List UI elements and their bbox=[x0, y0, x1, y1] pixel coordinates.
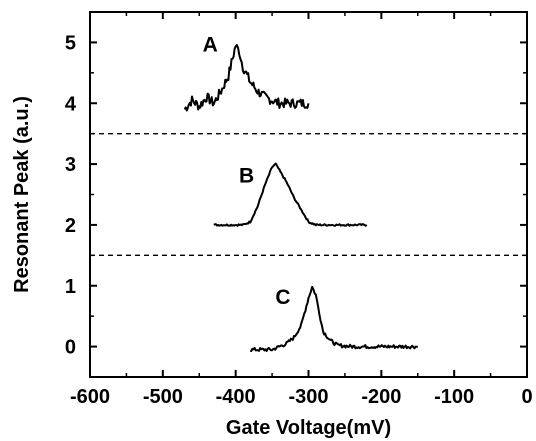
x-tick-label: -100 bbox=[434, 386, 474, 408]
curve-label-C: C bbox=[275, 286, 290, 309]
y-tick-label: 4 bbox=[65, 93, 77, 115]
x-tick-label: -500 bbox=[143, 386, 183, 408]
series-B-line bbox=[213, 162, 368, 227]
y-tick-label: 2 bbox=[65, 215, 76, 237]
separator-lines bbox=[90, 133, 527, 256]
curve-labels: A B C bbox=[203, 34, 291, 309]
x-axis-title: Gate Voltage(mV) bbox=[226, 417, 391, 439]
series-layer bbox=[183, 44, 418, 352]
curve-label-A: A bbox=[203, 34, 218, 57]
y-axis-title: Resonant Peak (a.u.) bbox=[11, 96, 33, 293]
y-tick-label: 0 bbox=[65, 337, 76, 359]
x-tick-label: 0 bbox=[521, 386, 532, 408]
x-tick-label: -400 bbox=[216, 386, 256, 408]
series-A-line bbox=[183, 44, 310, 112]
curve-label-B: B bbox=[239, 164, 254, 187]
y-tick-label: 1 bbox=[65, 276, 76, 298]
x-tick-label: -600 bbox=[70, 386, 110, 408]
y-tick-label: 5 bbox=[65, 32, 76, 54]
x-tick-label: -300 bbox=[288, 386, 328, 408]
y-tick-label: 3 bbox=[65, 154, 76, 176]
series-C-line bbox=[249, 285, 418, 352]
plot-frame bbox=[89, 11, 528, 378]
x-tick-label: -200 bbox=[361, 386, 401, 408]
axis-ticks: -600 -500 -400 -300 -200 -100 0 0 1 2 3 4 5 bbox=[65, 11, 533, 408]
